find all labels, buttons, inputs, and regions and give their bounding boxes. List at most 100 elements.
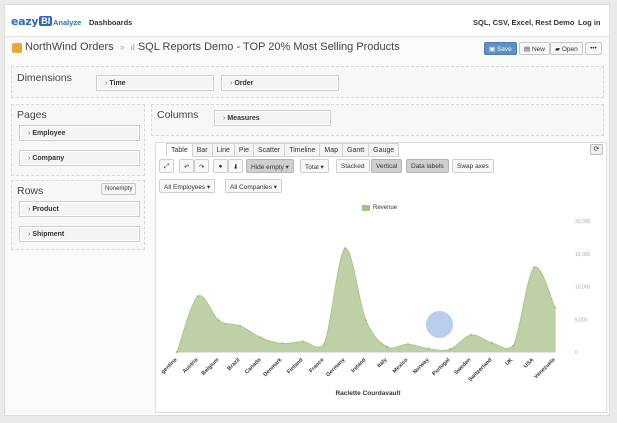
data-point-venezuela[interactable]: [553, 306, 557, 309]
column-measures-label: Measures: [227, 115, 260, 122]
row-shipment[interactable]: › Shipment: [19, 226, 140, 242]
column-measures[interactable]: › Measures: [214, 110, 331, 126]
data-point-germany[interactable]: [343, 247, 347, 250]
data-point-belgium[interactable]: [217, 319, 221, 322]
data-point-mexico[interactable]: [406, 342, 410, 346]
tab-scatter[interactable]: Scatter: [254, 143, 286, 157]
logo-text: eazy: [11, 14, 39, 28]
demo-link[interactable]: SQL, CSV, Excel, Rest Demo: [473, 18, 575, 27]
tab-pie[interactable]: Pie: [234, 143, 254, 157]
caret-right-icon: ›: [105, 80, 108, 87]
tab-gantt[interactable]: Gantt: [343, 143, 370, 157]
x-tick-label: Canada: [244, 357, 263, 376]
series-area: [175, 247, 557, 354]
data-point-switzerland[interactable]: [490, 341, 494, 345]
x-tick-label: USA: [523, 357, 535, 369]
data-point-austria[interactable]: [196, 295, 200, 298]
new-label: New: [531, 46, 545, 53]
open-button[interactable]: ▰ Open: [550, 42, 583, 55]
data-point-denmark[interactable]: [280, 342, 284, 345]
save-button[interactable]: ▣ Save: [484, 42, 517, 55]
folder-icon: ▰: [555, 46, 562, 53]
redo-icon[interactable]: ↷: [194, 159, 209, 173]
title-bar: NorthWind Orders » ıl SQL Reports Demo -…: [5, 37, 609, 59]
total-dropdown[interactable]: Total ▾: [300, 159, 329, 173]
page-employee-label: Employee: [32, 130, 66, 137]
fullscreen-icon[interactable]: ⤢: [159, 159, 174, 173]
x-tick-label: Austria: [182, 357, 200, 375]
undo-icon[interactable]: ↶: [179, 159, 194, 173]
x-tick-label: France: [308, 357, 325, 374]
dimension-time[interactable]: › Time: [96, 75, 214, 91]
columns-title: Columns: [157, 109, 199, 121]
tab-bar[interactable]: Bar: [192, 143, 213, 157]
tab-map[interactable]: Map: [320, 143, 344, 157]
data-point-brazil[interactable]: [238, 324, 242, 327]
page-company[interactable]: › Company: [19, 150, 140, 166]
row-product[interactable]: › Product: [19, 201, 140, 217]
rows-title: Rows: [17, 185, 44, 197]
data-point-argentina[interactable]: [175, 350, 179, 354]
x-tick-label: Norway: [412, 357, 431, 376]
data-point-usa[interactable]: [532, 266, 536, 269]
data-point-italy[interactable]: [385, 345, 389, 348]
data-point-uk[interactable]: [511, 344, 515, 348]
report-name: SQL Reports Demo - TOP 20% Most Selling …: [137, 41, 400, 53]
comment-icon[interactable]: ●: [213, 159, 228, 173]
data-point-canada[interactable]: [259, 336, 263, 339]
account-name[interactable]: NorthWind Orders: [25, 41, 114, 53]
data-point-sweden[interactable]: [469, 333, 473, 337]
page-company-label: Company: [32, 155, 65, 162]
y-tick-label: 10,000: [575, 285, 591, 291]
company-filter[interactable]: All Companies ▾: [225, 179, 282, 193]
login-link[interactable]: Log in: [578, 18, 601, 27]
y-tick-label: 15,000: [575, 252, 591, 258]
data-point-norway[interactable]: [427, 347, 431, 350]
data-point-france[interactable]: [322, 342, 326, 346]
legend-swatch: [362, 205, 370, 211]
tab-timeline[interactable]: Timeline: [285, 143, 321, 157]
caret-right-icon: ›: [230, 80, 233, 87]
y-tick-label: 0: [575, 350, 578, 356]
y-tick-label: 5,000: [575, 317, 588, 323]
stacked-toggle[interactable]: Stacked: [336, 159, 370, 173]
x-tick-label: Sweden: [453, 357, 472, 376]
eazybi-logo[interactable]: eazy BI: [11, 13, 53, 29]
legend-label: Revenue: [373, 205, 398, 211]
save-label: Save: [496, 46, 512, 53]
nav-dashboards[interactable]: Dashboards: [89, 18, 133, 27]
revenue-area[interactable]: [176, 248, 556, 353]
y-axis: 0 5,000 10,000 15,000 20,000: [575, 219, 591, 356]
page-employee[interactable]: › Employee: [19, 125, 140, 141]
tab-gauge[interactable]: Gauge: [369, 143, 400, 157]
view-tabs: Table Bar Line Pie Scatter Timeline Map …: [166, 143, 400, 157]
employee-filter[interactable]: All Employees ▾: [159, 179, 216, 193]
new-button[interactable]: ▤ New: [519, 42, 550, 55]
dimension-order[interactable]: › Order: [221, 75, 339, 91]
dimension-time-label: Time: [109, 80, 126, 87]
nav-analyze[interactable]: Analyze: [53, 18, 82, 27]
dimension-order-label: Order: [234, 80, 254, 87]
tab-table[interactable]: Table: [166, 143, 193, 157]
chart-legend[interactable]: Revenue: [362, 205, 397, 211]
data-point-ireland[interactable]: [364, 319, 368, 322]
x-tick-label: Portugal: [431, 357, 451, 377]
tab-line[interactable]: Line: [212, 143, 235, 157]
data-point-finland[interactable]: [301, 340, 305, 343]
refresh-icon[interactable]: ⟳: [590, 144, 603, 155]
nonempty-button[interactable]: Nonempty: [101, 183, 137, 195]
row-shipment-label: Shipment: [32, 231, 65, 238]
data-labels-toggle[interactable]: Data labels: [406, 159, 449, 173]
caret-right-icon: ›: [28, 231, 31, 238]
x-tick-label: UK: [505, 357, 515, 367]
hide-empty-dropdown[interactable]: Hide empty ▾: [246, 159, 294, 173]
x-tick-label: Germany: [325, 357, 347, 379]
data-point-portugal[interactable]: [448, 348, 452, 351]
swap-axes-button[interactable]: Swap axes: [452, 159, 494, 173]
vertical-toggle[interactable]: Vertical: [371, 159, 403, 173]
x-axis: gentina Austria Belgium Brazil Canada Denmark…: [160, 357, 557, 384]
x-tick-label: Mexico: [392, 357, 410, 375]
more-button[interactable]: •••: [585, 42, 602, 55]
download-icon[interactable]: ⬇: [228, 159, 243, 173]
